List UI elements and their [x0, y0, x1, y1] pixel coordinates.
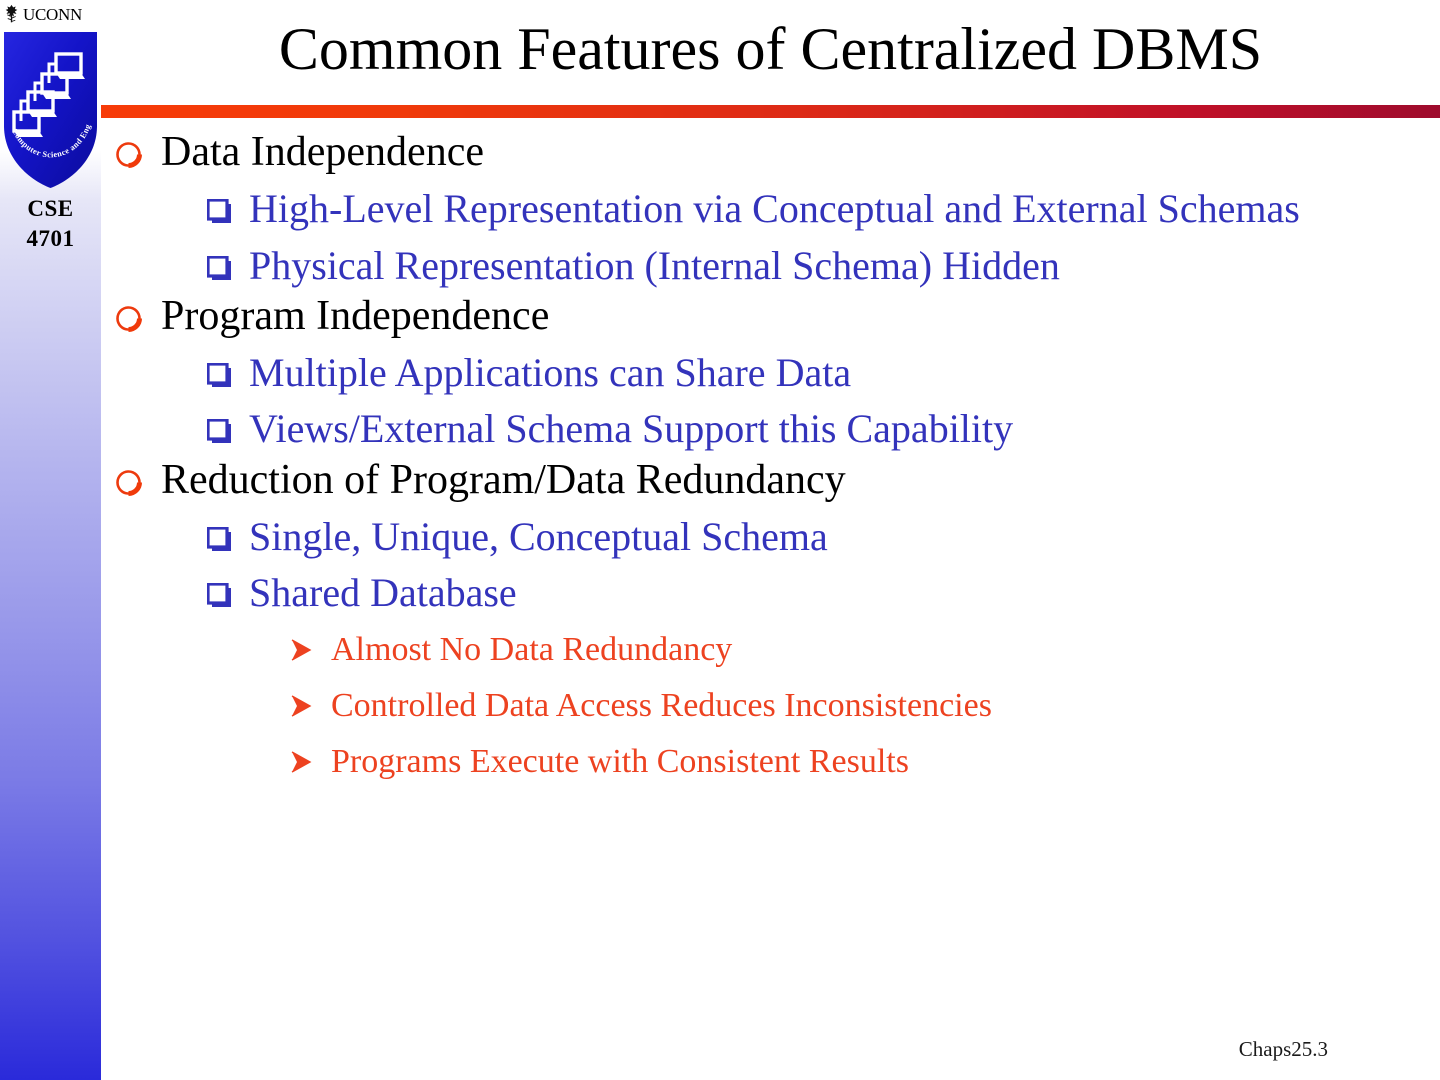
bullet-slot — [207, 569, 249, 609]
uconn-brand-bar: UCONN — [0, 0, 101, 28]
bullet-row-level-2: Single, Unique, Conceptual Schema — [207, 513, 1440, 560]
cse-shield-emblem: Computer Science and Engineering — [0, 23, 99, 190]
bullet-slot — [115, 457, 161, 499]
bullet-slot — [207, 242, 249, 282]
ring-bullet-icon — [116, 142, 142, 168]
bullet-row-level-1: Program Independence — [115, 293, 1440, 340]
bullet-slot — [286, 742, 331, 784]
bullet-row-level-2: Multiple Applications can Share Data — [207, 349, 1440, 396]
bullet-text: Programs Execute with Consistent Results — [331, 743, 909, 781]
bullet-text: Single, Unique, Conceptual Schema — [249, 514, 828, 560]
bullet-row-level-2: Shared Database — [207, 569, 1440, 616]
course-code-line-1: CSE — [27, 196, 74, 221]
bullet-text: Controlled Data Access Reduces Inconsist… — [331, 687, 992, 725]
bullet-text: High-Level Representation via Conceptual… — [249, 186, 1300, 232]
slide-title: Common Features of Centralized DBMS — [278, 16, 1263, 82]
ring-bullet-icon — [116, 469, 142, 496]
bullet-row-level-3: Controlled Data Access Reduces Inconsist… — [286, 686, 1440, 728]
bullet-text: Physical Representation (Internal Schema… — [249, 242, 1060, 288]
uconn-wordmark: UCONN — [23, 4, 82, 24]
bullet-row-level-3: Programs Execute with Consistent Results — [286, 742, 1440, 784]
slide-footer-label: Chaps25.3 — [1238, 1037, 1328, 1061]
shield-graphic-icon: Computer Science and Engineering — [0, 23, 97, 188]
bullet-slot — [207, 513, 249, 553]
bullet-slot — [286, 630, 331, 672]
arrow-bullet-icon — [291, 695, 312, 718]
bullet-slot — [207, 405, 249, 445]
ring-bullet-icon — [116, 306, 142, 332]
slide-body-bullets: Data Independence High-Level Representati… — [101, 125, 1440, 1025]
slide-sidebar: UCONN — [0, 0, 101, 1080]
bullet-slot — [115, 129, 161, 171]
bullet-row-level-1: Data Independence — [115, 129, 1440, 176]
bullet-row-level-2: Views/External Schema Support this Capab… — [207, 405, 1440, 452]
bullet-row-level-2: Physical Representation (Internal Schema… — [207, 242, 1440, 289]
arrow-bullet-icon — [291, 751, 312, 774]
bullet-slot — [286, 686, 331, 728]
square-bullet-icon — [207, 527, 231, 552]
bullet-text: Program Independence — [161, 292, 550, 339]
bullet-slot — [115, 293, 161, 335]
bullet-text: Views/External Schema Support this Capab… — [249, 406, 1014, 452]
title-divider-rule — [101, 105, 1440, 118]
square-bullet-icon — [207, 363, 231, 388]
course-code-line-2: 4701 — [26, 226, 75, 251]
bullet-row-level-3: Almost No Data Redundancy — [286, 630, 1440, 672]
bullet-text: Shared Database — [249, 570, 517, 616]
square-bullet-icon — [207, 419, 231, 444]
arrow-bullet-icon — [291, 639, 312, 662]
bullet-text: Reduction of Program/Data Redundancy — [161, 456, 846, 503]
bullet-row-level-2: High-Level Representation via Conceptual… — [207, 185, 1440, 232]
uconn-oak-logo-icon — [5, 4, 18, 23]
bullet-text: Data Independence — [161, 129, 484, 175]
square-bullet-icon — [207, 199, 231, 224]
bullet-text: Almost No Data Redundancy — [331, 631, 733, 669]
square-bullet-icon — [207, 255, 231, 280]
bullet-slot — [207, 185, 249, 225]
square-bullet-icon — [207, 583, 231, 608]
bullet-text: Multiple Applications can Share Data — [249, 350, 852, 396]
bullet-slot — [207, 349, 249, 389]
bullet-row-level-1: Reduction of Program/Data Redundancy — [115, 457, 1440, 504]
